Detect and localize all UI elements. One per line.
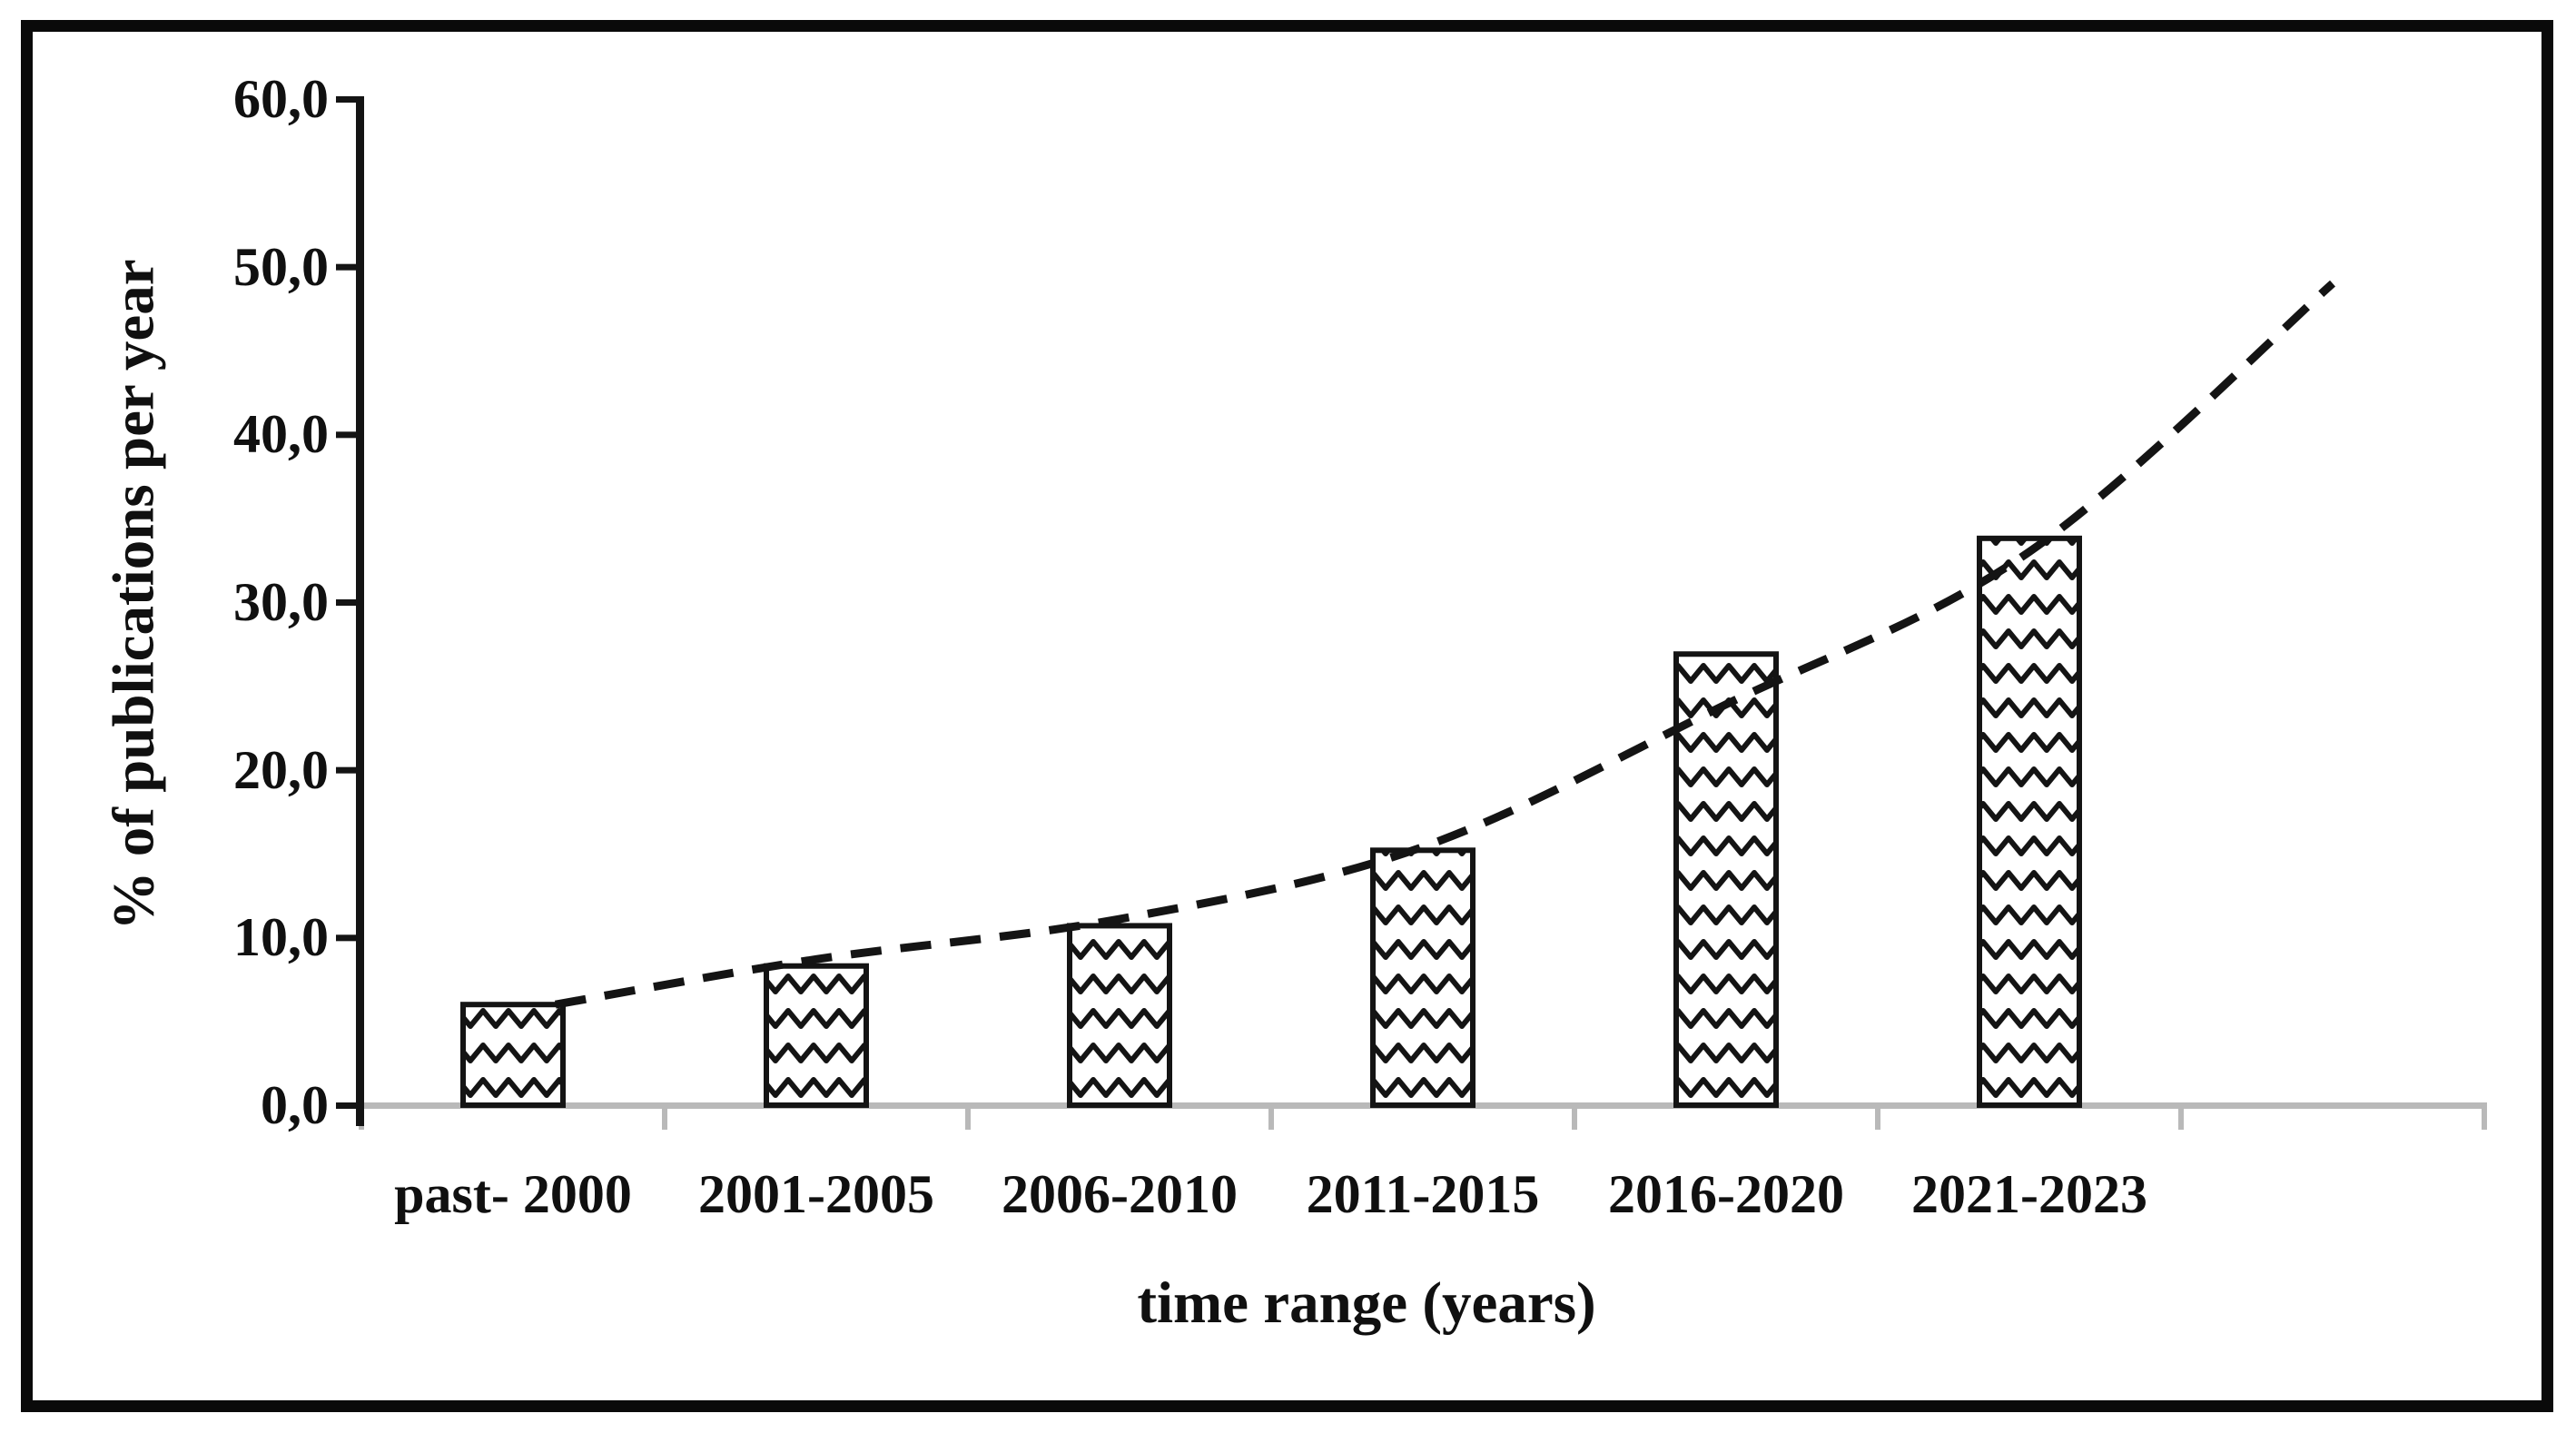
x-axis-title: time range (years) xyxy=(1137,1270,1596,1336)
x-axis-tick xyxy=(965,1102,971,1130)
x-category-label-2: 2001-2005 xyxy=(698,1164,934,1224)
x-axis-tick xyxy=(2482,1102,2487,1130)
bar-4 xyxy=(1370,847,1476,1108)
bar-1 xyxy=(460,1002,566,1109)
y-axis-tick xyxy=(336,766,356,774)
x-axis-tick xyxy=(1572,1102,1577,1130)
y-tick-label-50,0: 50,0 xyxy=(233,236,329,297)
y-axis-tick xyxy=(336,431,356,439)
y-axis-tick xyxy=(336,934,356,942)
x-axis-tick xyxy=(1875,1102,1880,1130)
y-tick-label-60,0: 60,0 xyxy=(233,68,329,129)
y-axis-tick xyxy=(336,598,356,606)
y-axis-title: % of publications per year xyxy=(101,259,167,931)
x-category-label-1: past- 2000 xyxy=(394,1164,632,1224)
x-axis-tick xyxy=(1268,1102,1274,1130)
y-axis-tick xyxy=(336,1102,356,1109)
y-axis-tick xyxy=(336,95,356,103)
bar-3 xyxy=(1067,923,1172,1108)
x-category-label-5: 2016-2020 xyxy=(1608,1164,1844,1224)
x-category-label-6: 2021-2023 xyxy=(1911,1164,2147,1224)
x-category-label-3: 2006-2010 xyxy=(1002,1164,1238,1224)
bar-6 xyxy=(1977,535,2082,1108)
x-category-label-4: 2011-2015 xyxy=(1306,1164,1540,1224)
bar-5 xyxy=(1673,651,1779,1109)
y-tick-label-10,0: 10,0 xyxy=(233,907,329,968)
y-axis-line xyxy=(356,96,364,1126)
x-axis-tick xyxy=(662,1102,667,1130)
y-tick-label-20,0: 20,0 xyxy=(233,739,329,800)
y-tick-label-0,0: 0,0 xyxy=(261,1075,329,1135)
y-axis-tick xyxy=(336,263,356,271)
figure-border-frame xyxy=(21,20,2553,1412)
y-tick-label-40,0: 40,0 xyxy=(233,404,329,465)
bar-2 xyxy=(764,963,869,1109)
y-tick-label-30,0: 30,0 xyxy=(233,571,329,632)
trend-line xyxy=(554,280,2335,1009)
x-axis-tick xyxy=(2178,1102,2184,1130)
